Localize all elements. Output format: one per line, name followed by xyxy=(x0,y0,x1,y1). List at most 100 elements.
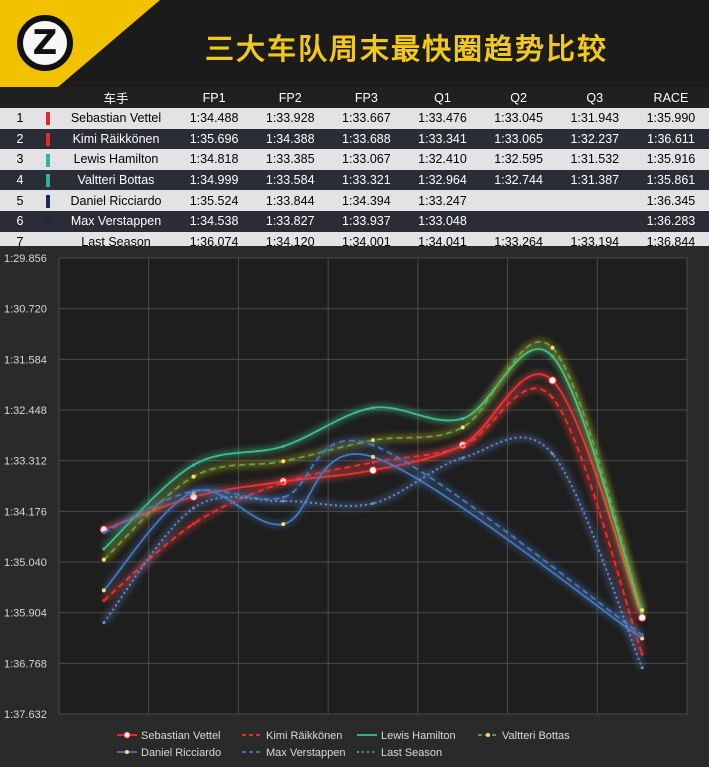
y-tick-label: 1:33.312 xyxy=(4,456,47,468)
lap-time-table: 车手 FP1 FP2 FP3 Q1 Q2 Q3 RACE 1 Sebastian … xyxy=(0,87,709,253)
data-point xyxy=(191,474,196,479)
data-point xyxy=(281,499,285,503)
header-pos xyxy=(0,87,40,108)
header-session: Q2 xyxy=(480,87,557,108)
header-session: FP3 xyxy=(328,87,405,108)
row-time: 1:32.744 xyxy=(480,169,557,191)
data-point xyxy=(640,666,644,670)
data-point xyxy=(102,531,106,535)
data-point xyxy=(461,417,465,421)
row-time: 1:34.818 xyxy=(176,149,253,170)
row-time: 1:33.844 xyxy=(252,190,329,211)
legend-label: Last Season xyxy=(381,747,442,759)
row-team-color xyxy=(40,149,56,170)
team-color-bar xyxy=(46,132,50,146)
row-time: 1:34.394 xyxy=(328,190,405,211)
header-banner: Z 三大车队周末最快圈趋势比较 xyxy=(0,0,709,87)
data-point xyxy=(461,456,465,460)
data-point xyxy=(102,621,106,625)
row-time: 1:34.388 xyxy=(252,128,329,150)
data-point xyxy=(461,444,465,448)
data-point xyxy=(368,466,378,475)
header-session: Q1 xyxy=(404,87,481,108)
data-point xyxy=(281,522,286,527)
chart-svg: 1:29.856 1:30.720 1:31.584 1:32.448 1:33.312… xyxy=(4,253,688,759)
logo-letter: Z xyxy=(23,21,67,65)
row-pos: 4 xyxy=(0,169,40,191)
data-point xyxy=(548,376,557,385)
row-time: 1:33.247 xyxy=(404,190,481,211)
y-tick-label: 1:37.632 xyxy=(4,709,47,721)
data-point xyxy=(638,613,647,622)
data-point xyxy=(371,443,375,447)
row-driver: Daniel Ricciardo xyxy=(56,190,176,211)
row-time: 1:33.937 xyxy=(328,210,405,232)
header-driver: 车手 xyxy=(56,87,176,108)
row-time: 1:32.595 xyxy=(480,149,557,170)
row-time: 1:32.410 xyxy=(404,149,481,170)
row-time xyxy=(556,210,633,232)
header-session: FP2 xyxy=(252,87,329,108)
table-row: 1 Sebastian Vettel 1:34.488 1:33.928 1:33.66… xyxy=(0,108,709,129)
y-tick-label: 1:34.176 xyxy=(4,506,47,518)
row-team-color xyxy=(40,108,56,129)
legend-marker xyxy=(486,733,490,737)
data-point xyxy=(102,598,106,602)
row-time: 1:33.067 xyxy=(328,149,405,170)
row-time: 1:33.928 xyxy=(252,108,329,129)
y-tick-label: 1:31.584 xyxy=(4,354,47,366)
row-pos: 1 xyxy=(0,108,40,129)
row-time: 1:35.916 xyxy=(632,149,709,170)
row-pos: 3 xyxy=(0,149,40,170)
data-point xyxy=(640,611,644,615)
data-point xyxy=(281,459,286,464)
data-point xyxy=(371,460,375,464)
data-point xyxy=(550,354,554,358)
legend-label: Daniel Ricciardo xyxy=(141,747,221,759)
legend-label: Max Verstappen xyxy=(266,747,346,759)
data-point xyxy=(192,522,196,526)
data-point xyxy=(550,452,554,456)
team-color-bar xyxy=(46,215,50,229)
data-point xyxy=(192,506,196,510)
legend-label: Kimi Räikkönen xyxy=(266,730,342,742)
row-time: 1:33.321 xyxy=(328,169,405,191)
row-time: 1:33.385 xyxy=(252,149,329,170)
y-tick-label: 1:32.448 xyxy=(4,405,47,417)
legend-marker xyxy=(125,750,129,754)
data-point xyxy=(371,454,375,459)
data-point xyxy=(102,547,106,551)
row-time: 1:35.696 xyxy=(176,128,253,150)
legend-label: Sebastian Vettel xyxy=(141,730,221,742)
row-time: 1:33.065 xyxy=(480,128,557,150)
data-point xyxy=(281,444,285,448)
y-tick-label: 1:36.768 xyxy=(4,658,47,670)
row-driver: Sebastian Vettel xyxy=(56,108,176,129)
row-team-color xyxy=(40,128,56,150)
row-time: 1:35.524 xyxy=(176,190,253,211)
row-time: 1:33.584 xyxy=(252,169,329,191)
series-line xyxy=(103,439,643,636)
row-time: 1:34.488 xyxy=(176,108,253,129)
legend-label: Lewis Hamilton xyxy=(381,730,456,742)
row-pos: 2 xyxy=(0,128,40,150)
series-line xyxy=(103,436,643,669)
table-row: 2 Kimi Räikkönen 1:35.696 1:34.388 1:33.688 1… xyxy=(0,128,709,150)
data-point xyxy=(640,652,644,656)
row-team-color xyxy=(40,169,56,191)
row-time: 1:32.237 xyxy=(556,128,633,150)
data-point xyxy=(640,636,645,641)
data-point xyxy=(550,345,555,350)
header-color xyxy=(40,87,56,108)
data-point xyxy=(101,557,106,562)
legend-marker xyxy=(123,731,131,739)
row-time: 1:33.341 xyxy=(404,128,481,150)
data-point xyxy=(550,396,554,400)
data-point xyxy=(371,501,375,505)
header-session: Q3 xyxy=(556,87,633,108)
row-time: 1:35.861 xyxy=(632,169,709,191)
y-tick-label: 1:30.720 xyxy=(4,304,47,316)
row-time: 1:31.387 xyxy=(556,169,633,191)
row-time: 1:34.999 xyxy=(176,169,253,191)
table-row: 6 Max Verstappen 1:34.538 1:33.827 1:33.937 1… xyxy=(0,210,709,232)
